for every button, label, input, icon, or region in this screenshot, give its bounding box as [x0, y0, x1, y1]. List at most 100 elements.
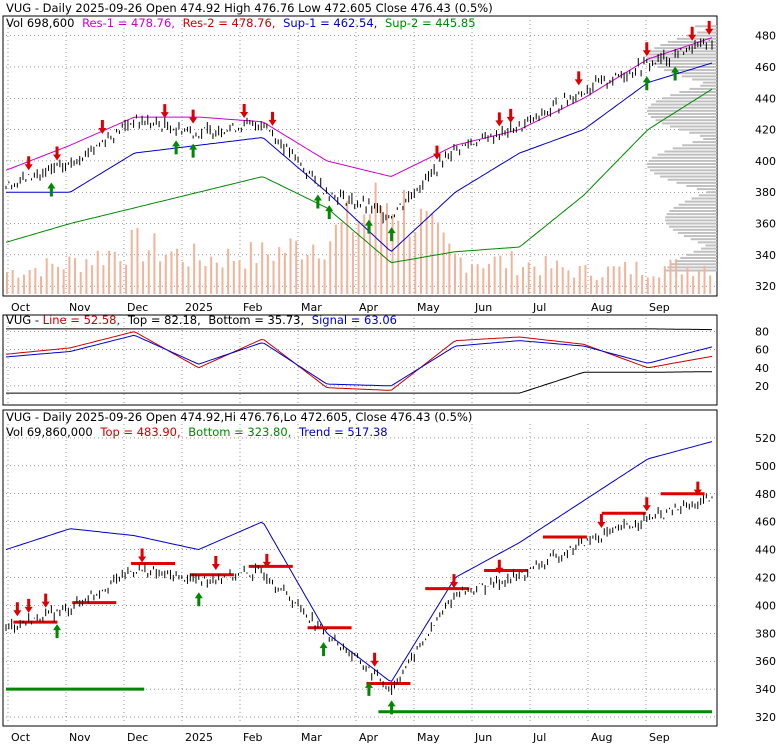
volume-bar — [130, 229, 133, 294]
sell-arrow — [506, 108, 515, 123]
volume-bar — [323, 259, 326, 294]
volume-bar — [414, 232, 417, 294]
y-tick-label-trend: 500 — [755, 460, 776, 473]
bottom-line — [6, 371, 712, 394]
volume-by-price-bar — [652, 62, 717, 65]
sell-arrow — [160, 104, 169, 119]
y-tick-label-indicator: 20 — [755, 380, 769, 393]
signal-line — [5, 334, 713, 387]
indicator-header-prefix: VUG - — [6, 313, 43, 327]
volume-bar — [601, 277, 604, 294]
y-tick-label-trend: 520 — [755, 432, 776, 445]
sell-arrow — [41, 593, 50, 608]
volume-by-price-bar — [650, 103, 717, 106]
volume-bar — [595, 279, 598, 294]
volume-bar — [68, 256, 71, 294]
buy-arrow — [325, 205, 334, 220]
volume-by-price-bar — [666, 222, 717, 225]
volume-bar — [221, 267, 224, 294]
volume-bar — [6, 272, 8, 294]
volume-bar — [300, 259, 303, 294]
volume-bar — [125, 264, 128, 294]
volume-by-price-bar — [647, 109, 717, 112]
volume-by-price-bar — [697, 31, 717, 34]
volume-by-price-bar — [692, 141, 717, 144]
price-header-line1: VUG - Daily 2025-09-26 Open 474.92 High … — [6, 1, 493, 15]
volume-bar — [669, 259, 672, 294]
volume-by-price-bar — [669, 210, 717, 213]
volume-bar — [147, 250, 150, 294]
volume-bar — [295, 240, 298, 294]
indicator-panel-frame — [2, 314, 718, 406]
buy-arrow — [172, 140, 181, 155]
volume-bar — [45, 258, 48, 294]
volume-by-price-bar — [691, 197, 717, 200]
volume-bar — [561, 267, 564, 294]
volume-bar — [402, 189, 405, 294]
volume-bar — [164, 254, 167, 294]
buy-arrow — [364, 681, 373, 696]
volume-by-price-bar — [648, 59, 717, 62]
buy-arrow — [642, 76, 651, 91]
volume-bar — [470, 264, 473, 294]
volume-bar — [363, 214, 366, 294]
volume-bar — [436, 222, 439, 294]
sell-arrow — [211, 556, 220, 571]
volume-bar — [641, 274, 644, 294]
volume-bar — [283, 252, 286, 294]
volume-bar — [544, 255, 547, 294]
volume-bar — [652, 276, 655, 294]
volume-bar — [675, 259, 678, 294]
volume-bar — [448, 243, 451, 294]
volume-bar — [397, 220, 400, 294]
y-tick-label-indicator: 40 — [755, 362, 769, 375]
volume-by-price-bar — [684, 200, 717, 203]
volume-by-price-bar — [666, 213, 717, 216]
svg-text:Vol 698,600 Res-1 = 478.76: Vol 698,600 Res-1 = 478.76, Res-2 = 478.… — [6, 16, 476, 30]
trend-top-label: Top = 483.90, — [99, 425, 180, 439]
svg-text:Vol 69,860,000 Top = 483.9: Vol 69,860,000 Top = 483.90, Bottom = 32… — [6, 425, 388, 439]
res1-line — [5, 37, 713, 177]
x-tick-label-trend: Sep — [649, 731, 670, 744]
volume-by-price-bar — [690, 238, 717, 241]
volume-bar — [391, 214, 394, 294]
x-tick-label-trend: Jul — [532, 731, 546, 744]
volume-by-price-bar — [701, 247, 717, 250]
volume-by-price-bar — [670, 94, 717, 97]
volume-by-price-bar — [702, 81, 717, 84]
volume-bar — [261, 242, 264, 294]
volume-bar — [686, 266, 689, 294]
volume-bar — [629, 274, 632, 294]
volume-bar — [550, 268, 553, 294]
volume-bar — [692, 276, 695, 294]
volume-bar — [578, 266, 581, 294]
volume-bar — [380, 206, 383, 294]
buy-arrow — [313, 194, 322, 209]
volume-by-price-bar — [664, 150, 717, 153]
volume-bar — [176, 248, 179, 294]
x-tick-label-trend: Aug — [591, 731, 612, 744]
volume-by-price-bar — [677, 231, 717, 234]
volume-bar — [255, 263, 258, 294]
volume-by-price-bar — [676, 181, 717, 184]
volume-bar — [329, 241, 332, 294]
x-tick-label-trend: Dec — [127, 731, 148, 744]
volume-bar — [493, 256, 496, 294]
sell-arrow — [705, 20, 714, 35]
volume-by-price-bar — [705, 244, 717, 247]
y-tick-label-price: 400 — [755, 155, 776, 168]
y-tick-label-trend: 380 — [755, 627, 776, 640]
x-tick-label-trend: Nov — [69, 731, 91, 744]
x-tick-label-price: May — [417, 301, 440, 314]
y-tick-label-trend: 480 — [755, 488, 776, 501]
sell-arrow — [370, 652, 379, 667]
sell-arrow — [597, 514, 606, 529]
volume-bar — [584, 264, 587, 294]
x-tick-label-trend: Oct — [11, 731, 31, 744]
volume-bar — [453, 253, 456, 294]
sell-arrow — [53, 146, 62, 161]
volume-by-price-bar — [648, 159, 717, 162]
volume-bar — [74, 258, 77, 294]
buy-arrow — [387, 700, 396, 715]
